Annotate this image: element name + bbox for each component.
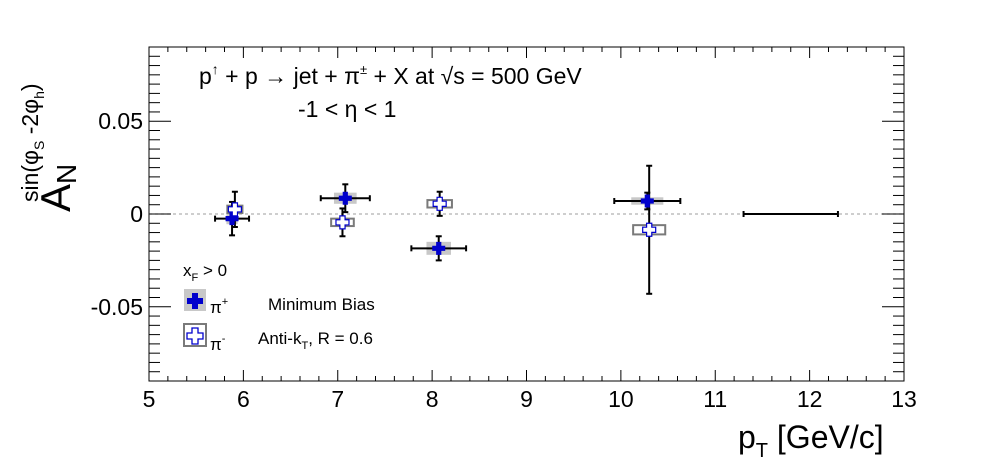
y-axis-ticks: -0.05 0 0.05	[91, 46, 904, 382]
data-point-pi-plus	[338, 191, 352, 205]
svg-text:sin(φS -2φh): sin(φS -2φh)	[17, 83, 47, 202]
x-tick-label: 9	[520, 386, 533, 412]
data-point-pi-plus	[640, 194, 654, 208]
chart-title: p↑ + p → jet + π± + X at √s = 500 GeV	[199, 61, 582, 89]
data-point-pi-minus	[642, 222, 657, 237]
legend-note-minimum-bias: Minimum Bias	[268, 295, 375, 314]
chart-subtitle: -1 < η < 1	[298, 96, 396, 122]
data-point-pi-minus	[227, 202, 242, 217]
x-tick-label: 6	[237, 386, 250, 412]
y-tick-label: 0	[130, 201, 143, 227]
x-tick-label: 8	[426, 386, 439, 412]
x-tick-label: 5	[143, 386, 156, 412]
data-point-pi-plus	[225, 212, 239, 226]
legend: xF > 0 π+ Minimum Bias π- Anti-kT, R = 0…	[183, 261, 375, 354]
y-tick-label: -0.05	[91, 294, 143, 320]
x-tick-label: 7	[331, 386, 344, 412]
legend-label-pi-plus: π+	[210, 296, 228, 317]
data-point-pi-plus	[432, 241, 446, 255]
legend-open-cross-icon	[186, 327, 204, 345]
y-axis-label: AN sin(φS -2φh)	[17, 83, 82, 212]
x-tick-label: 11	[703, 386, 727, 412]
x-axis-label: pT [GeV/c]	[738, 419, 884, 462]
x-tick-label: 10	[608, 386, 634, 412]
legend-note-anti-kt: Anti-kT, R = 0.6	[258, 329, 373, 352]
data-point-pi-minus	[432, 196, 447, 211]
x-tick-label: 12	[797, 386, 823, 412]
legend-label-pi-minus: π-	[210, 333, 226, 354]
svg-text:AN: AN	[32, 164, 82, 212]
legend-filled-cross-icon	[187, 293, 203, 309]
x-axis-ticks: 5 6 7 8 9 10 11 12 13	[143, 47, 917, 412]
error-bars	[214, 164, 839, 295]
legend-header: xF > 0	[183, 261, 227, 284]
x-tick-label: 13	[891, 386, 917, 412]
data-point-pi-minus	[335, 215, 350, 230]
data-markers	[225, 191, 657, 255]
y-tick-label: 0.05	[98, 108, 143, 134]
